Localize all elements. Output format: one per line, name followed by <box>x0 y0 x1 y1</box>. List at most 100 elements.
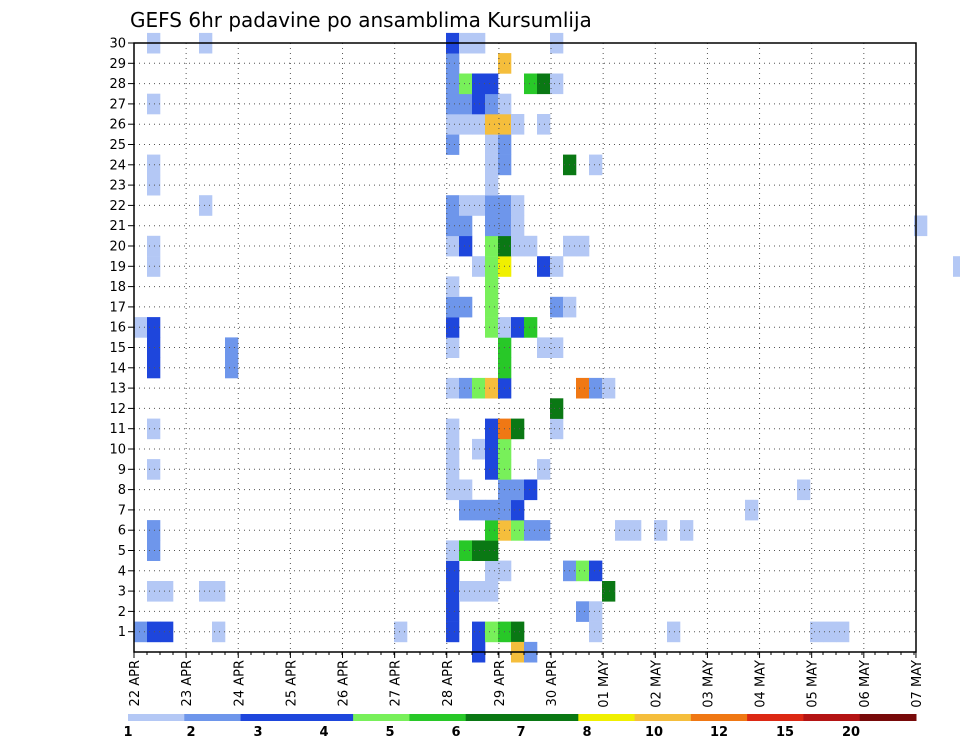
heatmap-cell <box>225 337 239 358</box>
heatmap-cell <box>446 317 460 338</box>
y-tick-label: 15 <box>109 341 126 356</box>
colorbar-tick-label: 7 <box>516 725 525 740</box>
heatmap-cell <box>745 499 759 521</box>
heatmap-cell <box>576 560 590 582</box>
y-tick-label: 18 <box>109 280 126 295</box>
heatmap-cell <box>446 134 460 155</box>
colorbar-tick-label: 20 <box>842 725 860 740</box>
y-tick-label: 4 <box>118 564 126 579</box>
heatmap-cell <box>485 540 499 561</box>
heatmap-cell <box>147 337 161 358</box>
heatmap-cell <box>550 296 564 318</box>
heatmap-cell <box>485 438 499 460</box>
colorbar-swatch <box>578 714 636 721</box>
y-tick-label: 27 <box>109 97 126 112</box>
y-tick-label: 23 <box>109 179 126 194</box>
heatmap-cell <box>485 296 499 318</box>
heatmap-cell <box>472 438 486 460</box>
heatmap-cell <box>147 520 161 541</box>
y-tick-label: 10 <box>109 443 126 458</box>
heatmap-cell <box>485 174 499 196</box>
y-tick-label: 28 <box>109 77 126 92</box>
heatmap-cell <box>511 520 525 541</box>
heatmap-cell <box>615 520 629 541</box>
heatmap-cell <box>485 195 499 216</box>
heatmap-cell <box>550 337 564 358</box>
x-tick-label: 05 MAY <box>806 660 821 708</box>
colorbar-swatch <box>184 714 242 721</box>
y-tick-label: 21 <box>109 219 126 234</box>
heatmap-cell <box>485 520 499 541</box>
heatmap-cells <box>134 32 960 663</box>
colorbar-tick-label: 10 <box>645 725 663 740</box>
heatmap-cell <box>446 438 460 460</box>
heatmap-cell <box>446 377 460 399</box>
x-tick-label: 03 MAY <box>701 660 716 708</box>
y-tick-label: 9 <box>118 463 126 478</box>
heatmap-cell <box>134 621 148 643</box>
heatmap-cell <box>797 479 811 501</box>
x-tick-label: 04 MAY <box>754 660 769 708</box>
heatmap-cell <box>147 174 161 196</box>
y-tick-label: 1 <box>118 625 126 640</box>
y-tick-label: 13 <box>109 382 126 397</box>
heatmap-cell <box>589 601 603 622</box>
x-tick-label: 02 MAY <box>649 660 664 708</box>
y-tick-label: 2 <box>118 605 126 620</box>
heatmap-cell <box>147 459 161 480</box>
heatmap-cell <box>537 73 551 95</box>
x-tick-label: 22 APR <box>128 660 143 706</box>
heatmap-cell <box>459 114 473 135</box>
heatmap-cell <box>836 621 850 643</box>
heatmap-cell <box>589 154 603 176</box>
heatmap-cell <box>485 581 499 602</box>
heatmap-cell <box>485 276 499 297</box>
heatmap-cell <box>511 195 525 216</box>
heatmap-cell <box>511 479 525 501</box>
heatmap-cell <box>446 114 460 135</box>
x-tick-label: 27 APR <box>389 660 404 706</box>
colorbar-tick-label: 5 <box>385 725 394 740</box>
heatmap-cell <box>212 621 226 643</box>
heatmap-cell <box>446 418 460 440</box>
y-tick-label: 16 <box>109 321 126 336</box>
colorbar-swatch <box>353 714 410 721</box>
x-tick-label: 30 APR <box>545 660 560 706</box>
heatmap-cell <box>459 479 473 501</box>
heatmap-cell <box>459 377 473 399</box>
heatmap-cell <box>472 73 486 95</box>
y-tick-label: 26 <box>109 118 126 133</box>
y-tick-label: 3 <box>118 585 126 600</box>
heatmap-cell <box>589 621 603 643</box>
heatmap-cell <box>472 581 486 602</box>
heatmap-cell <box>550 256 564 277</box>
heatmap-cell <box>446 479 460 501</box>
grid-lines <box>134 42 916 652</box>
heatmap-cell <box>459 581 473 602</box>
colorbar-swatch <box>803 714 861 721</box>
heatmap-cell <box>537 459 551 480</box>
colorbar-swatch <box>522 714 579 721</box>
y-tick-label: 5 <box>118 544 126 559</box>
chart-title: GEFS 6hr padavine po ansamblima Kursumli… <box>130 8 592 32</box>
heatmap-cell <box>446 621 460 643</box>
y-tick-label: 17 <box>109 300 126 315</box>
x-tick-label: 06 MAY <box>858 660 873 708</box>
heatmap-cell <box>602 581 616 602</box>
y-tick-label: 8 <box>118 483 126 498</box>
heatmap-cell <box>485 93 499 115</box>
heatmap-cell <box>511 215 525 237</box>
heatmap-cell <box>446 73 460 95</box>
colorbar-tick-label: 4 <box>319 725 328 740</box>
heatmap-cell <box>485 256 499 277</box>
colorbar-swatch <box>747 714 804 721</box>
colorbar-tick-label: 15 <box>776 725 794 740</box>
y-tick-label: 7 <box>118 503 126 518</box>
y-tick-label: 14 <box>109 361 126 376</box>
heatmap-cell <box>524 520 538 541</box>
colorbar: 1 2 3 4 5 6 7 8 10 12 15 20 <box>123 714 917 740</box>
heatmap-cell <box>446 215 460 237</box>
heatmap-cell <box>459 215 473 237</box>
heatmap-cell <box>550 398 564 419</box>
